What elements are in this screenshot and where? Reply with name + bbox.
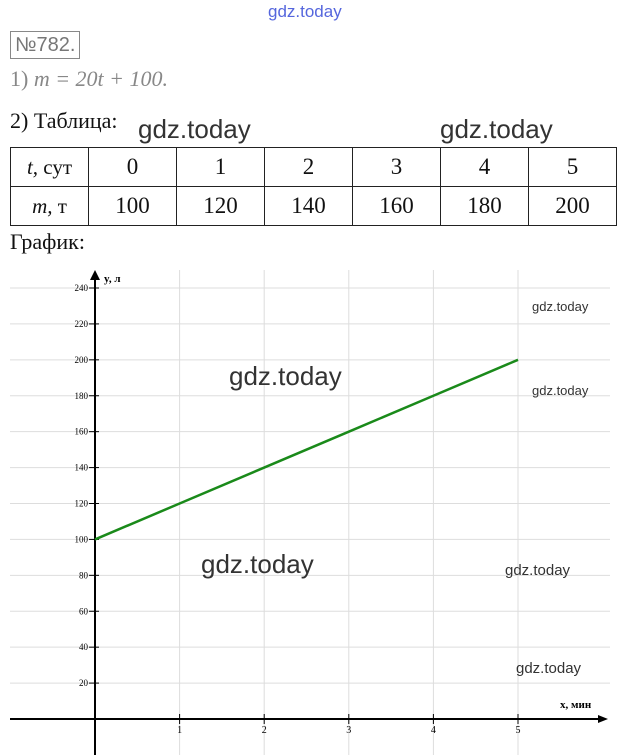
x-axis-label: x, мин [560,699,592,711]
table-row: m, т 100 120 140 160 180 200 [10,186,617,226]
y-tick-label: 180 [75,391,89,401]
table-cell: 5 [528,147,617,187]
y-tick-label: 160 [75,427,89,437]
y-tick-label: 240 [75,283,89,293]
equation: m = 20t + 100. [33,66,169,91]
table-cell: 0 [88,147,177,187]
y-tick-label: 20 [79,678,89,688]
x-tick-label: 1 [177,725,182,736]
x-tick-label: 3 [346,725,351,736]
table-cell: 4 [440,147,529,187]
values-table: t, сут 0 1 2 3 4 5 m, т 100 120 140 160 … [10,147,617,226]
watermark: gdz.today [505,562,571,579]
table-cell: 100 [88,186,177,226]
watermark: gdz.today [440,114,553,144]
series-line [94,358,519,541]
y-tick-label: 80 [79,570,89,580]
table-cell: 180 [440,186,529,226]
watermark: gdz.today [532,299,589,314]
table-row: t, сут 0 1 2 3 4 5 [10,147,617,187]
watermark: gdz.today [138,114,251,144]
watermark: gdz.today [532,383,589,398]
y-tick-label: 100 [75,534,89,544]
y-tick-label: 40 [79,642,89,652]
x-tick-label: 5 [516,725,521,736]
watermark: gdz.today [229,361,342,391]
y-tick-label: 140 [75,463,89,473]
part2-label: 2) Таблица: [10,108,118,133]
graph-label: График: [10,229,85,254]
table-cell: 1 [176,147,265,187]
row-header-m: m, т [10,186,89,226]
y-tick-label: 60 [79,606,89,616]
watermark: gdz.today [516,660,582,677]
part1-equation: 1) m = 20t + 100. [10,66,168,92]
table-cell: 2 [264,147,353,187]
table-cell: 200 [528,186,617,226]
watermark: gdz.today [201,549,314,579]
row-header-t: t, сут [10,147,89,187]
y-tick-label: 120 [75,499,89,509]
y-tick-label: 200 [75,355,89,365]
y-tick-label: 220 [75,319,89,329]
y-axis-arrow-icon [90,270,100,280]
x-tick-label: 2 [262,725,267,736]
part1-prefix: 1) [10,66,29,91]
problem-number: №782. [10,31,81,59]
y-axis-label: y, л [104,273,121,285]
x-axis-arrow-icon [598,715,608,723]
x-tick-label: 4 [431,725,436,736]
watermark: gdz.today [268,2,342,21]
table-cell: 120 [176,186,265,226]
